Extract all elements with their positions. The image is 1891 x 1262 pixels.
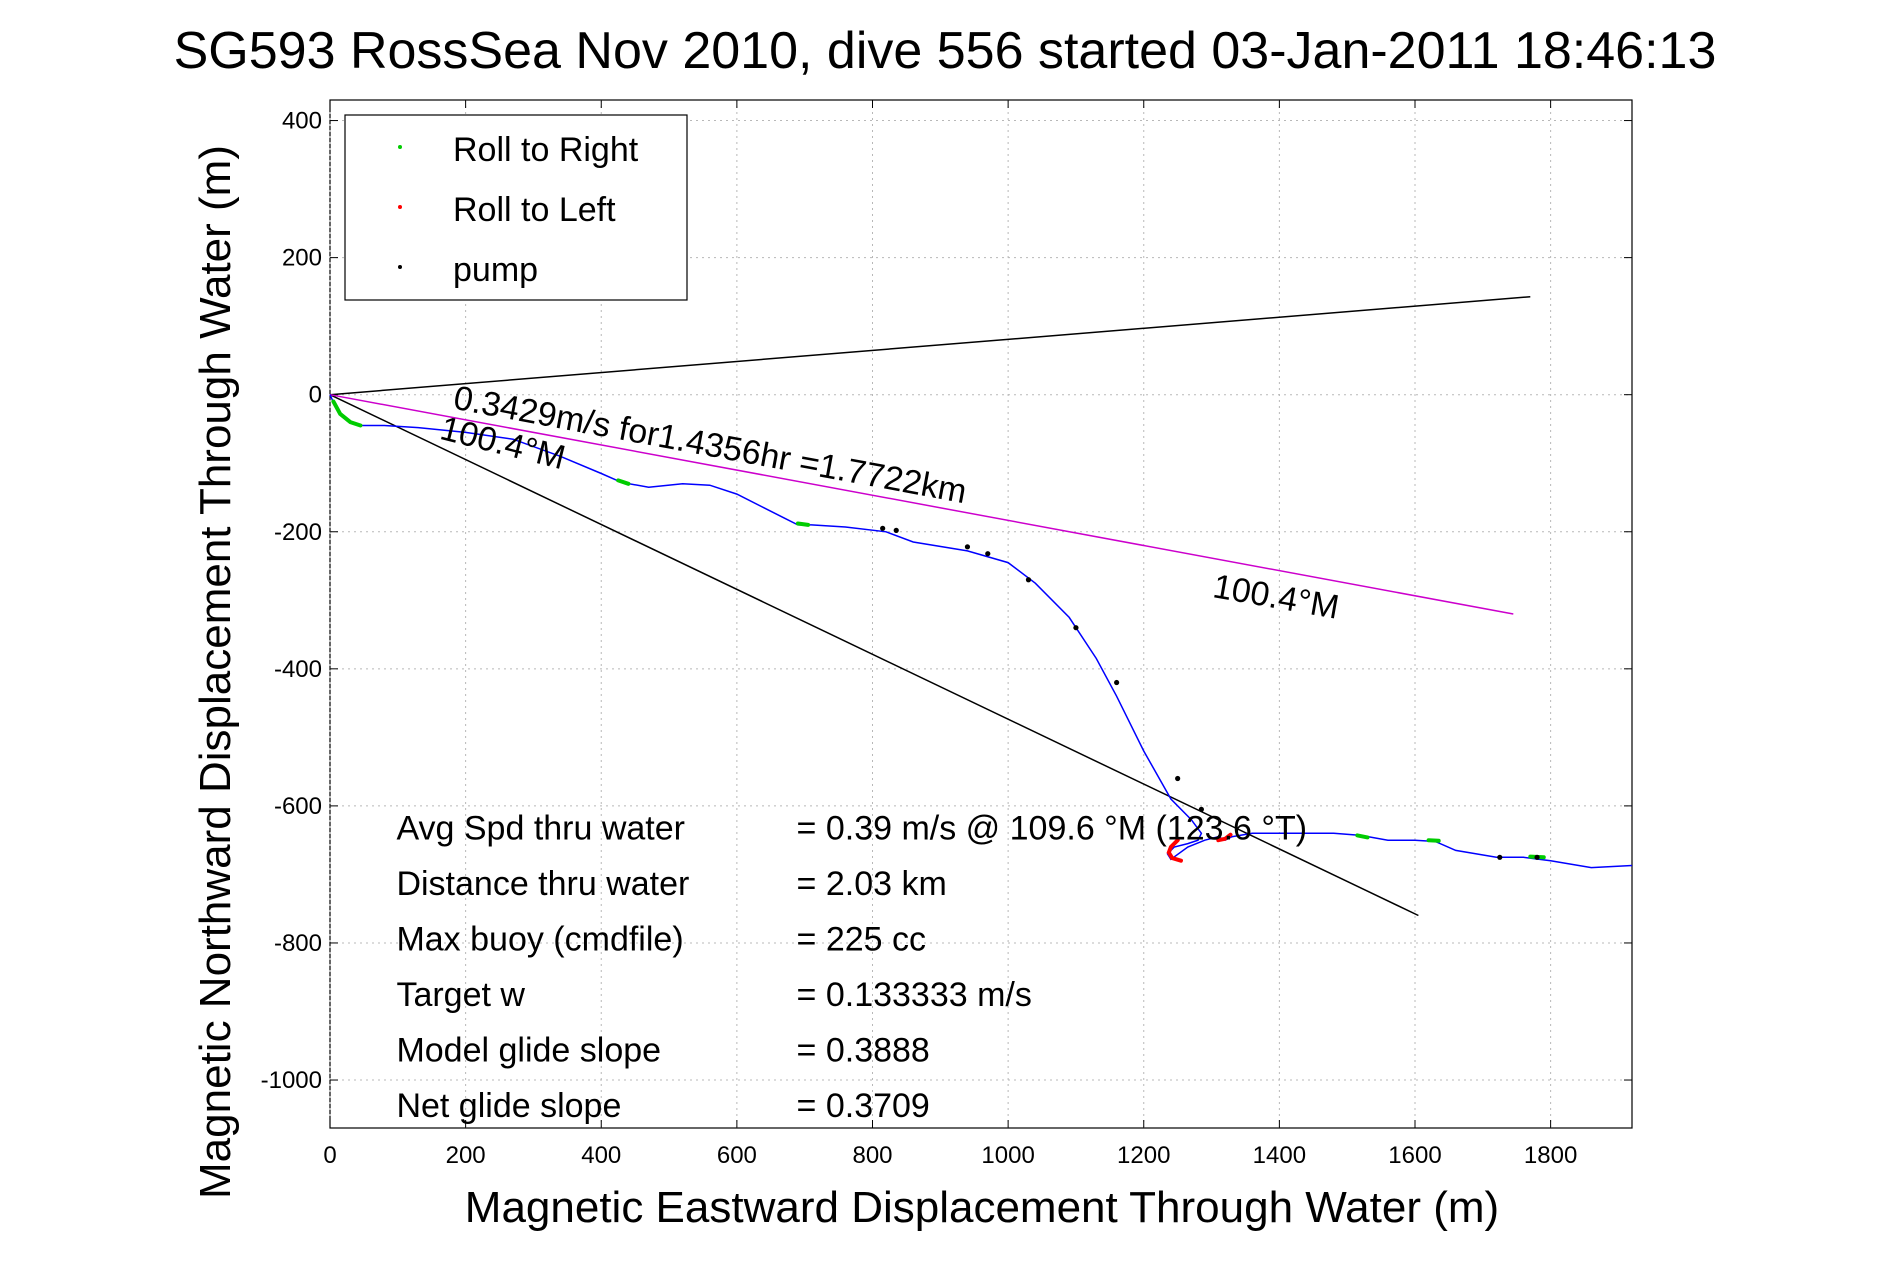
- pump-point: [1198, 806, 1204, 812]
- stat-label: Max buoy (cmdfile): [396, 920, 683, 958]
- roll-right-segment: [616, 478, 631, 486]
- stat-value: = 0.39 m/s @ 109.6 °M (123.6 °T): [797, 809, 1308, 847]
- y-tick-label: 0: [309, 382, 322, 409]
- stat-value: = 0.3888: [797, 1031, 930, 1069]
- legend-label: Roll to Right: [453, 131, 639, 169]
- stat-value: = 2.03 km: [797, 865, 947, 903]
- y-axis-label: Magnetic Northward Displacement Through …: [191, 145, 240, 1199]
- pump-point: [1534, 854, 1540, 860]
- x-axis-label: Magnetic Eastward Displacement Through W…: [465, 1183, 1499, 1232]
- x-tick-label: 800: [852, 1142, 892, 1169]
- legend-marker: [398, 145, 402, 149]
- legend: Roll to Right Roll to Left pump: [344, 114, 688, 301]
- x-tick-label: 1600: [1388, 1142, 1441, 1169]
- chart-title: SG593 RossSea Nov 2010, dive 556 started…: [174, 22, 1717, 80]
- y-tick-label: -600: [274, 793, 322, 820]
- pump-point: [1025, 577, 1032, 583]
- legend-marker: [398, 205, 402, 209]
- x-tick-label: 200: [446, 1142, 486, 1169]
- pump-point: [985, 551, 991, 557]
- stat-label: Model glide slope: [396, 1031, 661, 1069]
- line-lower: [329, 394, 1419, 917]
- stat-value: = 225 cc: [797, 920, 926, 958]
- legend-box: [344, 114, 688, 301]
- legend-label: pump: [453, 251, 538, 289]
- roll-right-segment: [331, 399, 363, 428]
- stat-label: Avg Spd thru water: [396, 809, 685, 847]
- stat-label: Distance thru water: [396, 865, 689, 903]
- legend-label: Roll to Left: [453, 191, 616, 229]
- x-tick-label: 1200: [1117, 1142, 1170, 1169]
- stat-value: = 0.133333 m/s: [797, 976, 1032, 1014]
- stat-label: Target w: [396, 976, 525, 1014]
- y-tick-label: -1000: [261, 1067, 322, 1094]
- pump-point: [964, 544, 971, 550]
- roll-right-segment: [1355, 833, 1370, 840]
- y-tick-label: 200: [282, 245, 322, 272]
- roll-right-segment: [795, 521, 811, 527]
- x-tick-label: 600: [717, 1142, 757, 1169]
- x-tick-label: 400: [581, 1142, 621, 1169]
- x-tick-label: 1400: [1253, 1142, 1306, 1169]
- x-tick-label: 0: [323, 1142, 336, 1169]
- line-upper: [329, 295, 1531, 396]
- plot-area: 0 200 400 600 800 1000 1200 1400 1600 1800 400 200 0…: [261, 99, 1633, 1169]
- pump-point: [1497, 854, 1503, 860]
- y-tick-label: -200: [274, 519, 322, 546]
- x-tick-label: 1800: [1524, 1142, 1577, 1169]
- legend-marker: [398, 265, 402, 269]
- pump-point: [880, 525, 886, 531]
- y-tick-label: 400: [282, 108, 322, 135]
- pump-point: [893, 527, 899, 533]
- stat-value: = 0.3709: [797, 1087, 930, 1125]
- roll-right-segment: [1426, 838, 1441, 843]
- pump-point: [1175, 775, 1181, 782]
- roll-left-segment: [1216, 832, 1233, 843]
- y-tick-label: -800: [274, 930, 322, 957]
- line-avg: [329, 393, 1514, 615]
- y-tick-label: -400: [274, 656, 322, 683]
- pump-point: [1114, 679, 1120, 686]
- roll-left-segment: [1166, 838, 1183, 863]
- stat-label: Net glide slope: [396, 1087, 621, 1125]
- x-tick-label: 1000: [981, 1142, 1034, 1169]
- pump-point: [1073, 625, 1079, 631]
